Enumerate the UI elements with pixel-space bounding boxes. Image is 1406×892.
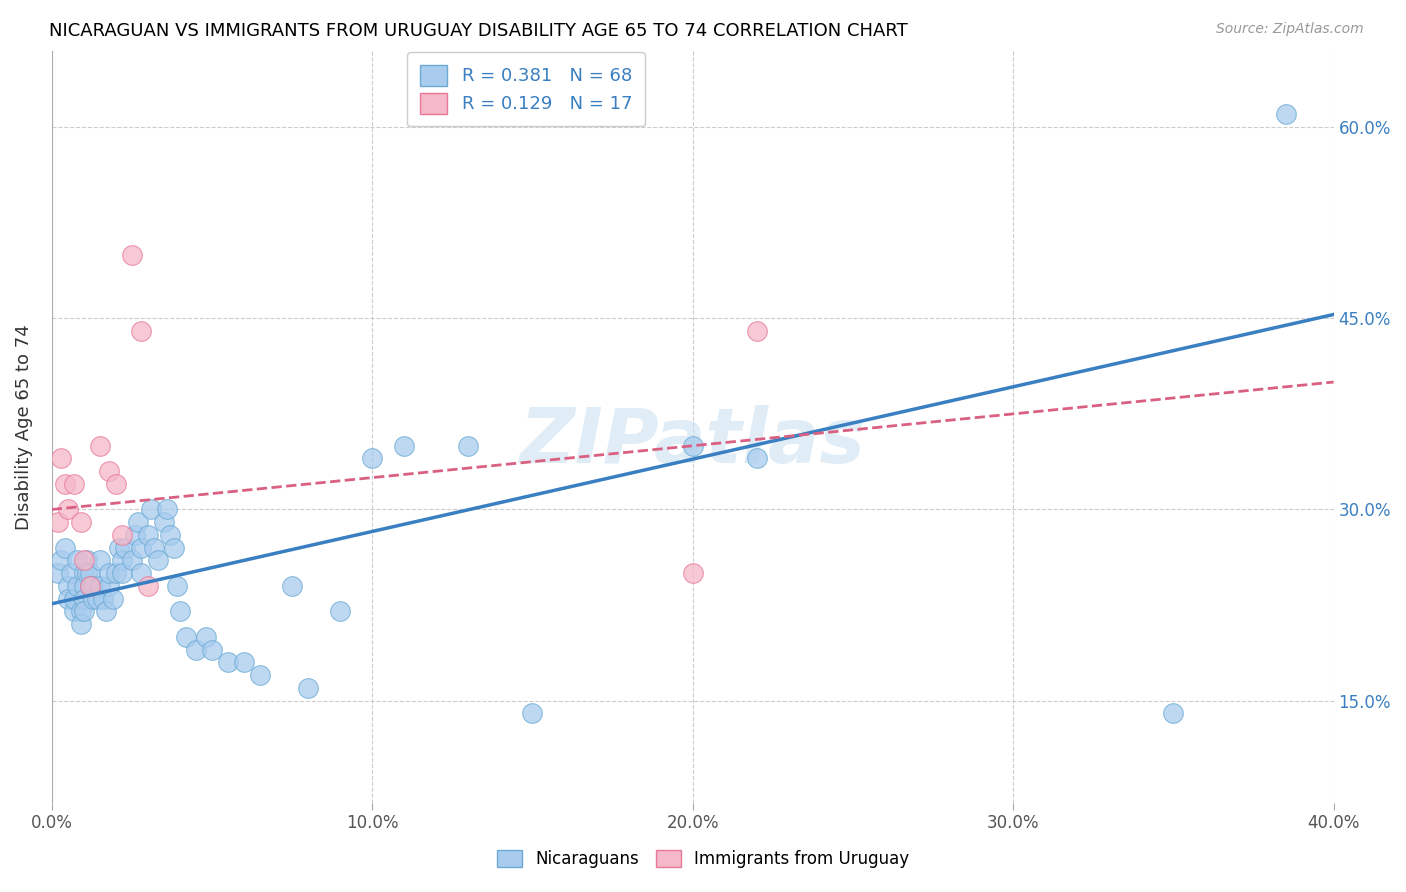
Point <box>98 579 121 593</box>
Point <box>166 579 188 593</box>
Point <box>79 579 101 593</box>
Text: NICARAGUAN VS IMMIGRANTS FROM URUGUAY DISABILITY AGE 65 TO 74 CORRELATION CHART: NICARAGUAN VS IMMIGRANTS FROM URUGUAY DI… <box>49 22 908 40</box>
Point <box>745 324 768 338</box>
Point <box>89 553 111 567</box>
Point <box>131 541 153 555</box>
Legend: R = 0.381   N = 68, R = 0.129   N = 17: R = 0.381 N = 68, R = 0.129 N = 17 <box>408 53 645 127</box>
Point <box>59 566 82 581</box>
Point <box>682 566 704 581</box>
Point <box>82 579 104 593</box>
Point <box>131 566 153 581</box>
Point <box>201 642 224 657</box>
Point <box>184 642 207 657</box>
Point <box>159 528 181 542</box>
Point <box>76 553 98 567</box>
Point <box>111 553 134 567</box>
Point <box>79 579 101 593</box>
Y-axis label: Disability Age 65 to 74: Disability Age 65 to 74 <box>15 324 32 530</box>
Point <box>217 656 239 670</box>
Point <box>111 528 134 542</box>
Point <box>56 502 79 516</box>
Point <box>194 630 217 644</box>
Point <box>281 579 304 593</box>
Point <box>394 439 416 453</box>
Point <box>96 604 118 618</box>
Point <box>46 515 69 529</box>
Point <box>169 604 191 618</box>
Point <box>139 502 162 516</box>
Point <box>176 630 198 644</box>
Point <box>98 464 121 478</box>
Point <box>249 668 271 682</box>
Point <box>522 706 544 721</box>
Point <box>69 604 91 618</box>
Point <box>121 247 143 261</box>
Point <box>86 591 108 606</box>
Point <box>162 541 184 555</box>
Point <box>69 617 91 632</box>
Point <box>111 566 134 581</box>
Point <box>53 477 76 491</box>
Point <box>127 515 149 529</box>
Point <box>457 439 479 453</box>
Point <box>156 502 179 516</box>
Point <box>143 541 166 555</box>
Point <box>1163 706 1185 721</box>
Text: Source: ZipAtlas.com: Source: ZipAtlas.com <box>1216 22 1364 37</box>
Point <box>56 591 79 606</box>
Point <box>63 477 86 491</box>
Point <box>51 451 73 466</box>
Point <box>682 439 704 453</box>
Point <box>124 528 146 542</box>
Point <box>73 579 96 593</box>
Point <box>66 579 89 593</box>
Point <box>1274 107 1296 121</box>
Point <box>136 528 159 542</box>
Point <box>73 591 96 606</box>
Point <box>89 439 111 453</box>
Point <box>153 515 176 529</box>
Point <box>361 451 384 466</box>
Point <box>82 591 104 606</box>
Point <box>136 579 159 593</box>
Point <box>297 681 319 695</box>
Point <box>98 566 121 581</box>
Point <box>66 553 89 567</box>
Point <box>51 553 73 567</box>
Point <box>56 579 79 593</box>
Point <box>108 541 131 555</box>
Point <box>69 515 91 529</box>
Point <box>63 604 86 618</box>
Point <box>114 541 136 555</box>
Legend: Nicaraguans, Immigrants from Uruguay: Nicaraguans, Immigrants from Uruguay <box>491 843 915 875</box>
Point <box>79 566 101 581</box>
Point <box>73 604 96 618</box>
Point <box>46 566 69 581</box>
Point <box>101 591 124 606</box>
Point <box>104 566 127 581</box>
Point <box>91 591 114 606</box>
Point <box>53 541 76 555</box>
Point <box>121 553 143 567</box>
Point <box>73 566 96 581</box>
Point <box>89 579 111 593</box>
Text: ZIPatlas: ZIPatlas <box>520 405 866 479</box>
Point <box>146 553 169 567</box>
Point <box>73 553 96 567</box>
Point <box>63 591 86 606</box>
Point <box>104 477 127 491</box>
Point <box>131 324 153 338</box>
Point <box>745 451 768 466</box>
Point <box>233 656 256 670</box>
Point <box>329 604 352 618</box>
Point <box>76 566 98 581</box>
